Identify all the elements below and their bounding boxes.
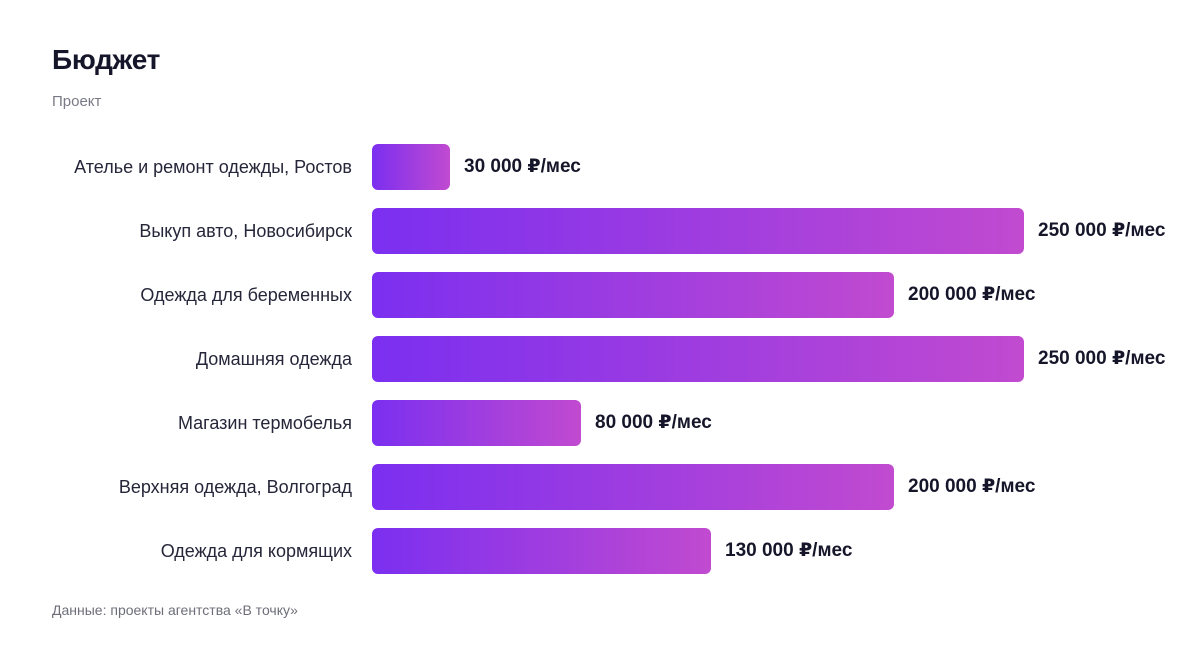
- data-source-note: Данные: проекты агентства «В точку»: [52, 602, 298, 618]
- category-label: Одежда для кормящих: [160, 541, 352, 561]
- bar-row: Одежда для кормящих 130 000 ₽/мес: [0, 528, 1200, 574]
- category-label: Ателье и ремонт одежды, Ростов: [74, 157, 352, 177]
- bar: [372, 528, 711, 574]
- value-label: 80 000 ₽/мес: [595, 412, 712, 433]
- category-label: Одежда для беременных: [140, 285, 352, 305]
- category-label: Магазин термобелья: [177, 413, 352, 433]
- bar-row: Выкуп авто, Новосибирск 250 000 ₽/мес: [0, 208, 1200, 254]
- value-label: 250 000 ₽/мес: [1038, 220, 1166, 241]
- chart-subtitle: Проект: [52, 93, 102, 110]
- value-label: 200 000 ₽/мес: [908, 476, 1036, 497]
- bar: [372, 208, 1024, 254]
- bar-row: Ателье и ремонт одежды, Ростов 30 000 ₽/м…: [0, 144, 1200, 190]
- value-label: 130 000 ₽/мес: [725, 540, 853, 561]
- bar: [372, 336, 1024, 382]
- bar: [372, 400, 581, 446]
- bar-row: Одежда для беременных 200 000 ₽/мес: [0, 272, 1200, 318]
- bar: [372, 464, 894, 510]
- bar-row: Магазин термобелья 80 000 ₽/мес: [0, 400, 1200, 446]
- value-label: 200 000 ₽/мес: [908, 284, 1036, 305]
- value-label: 250 000 ₽/мес: [1038, 348, 1166, 369]
- bar-row: Верхняя одежда, Волгоград 200 000 ₽/мес: [0, 464, 1200, 510]
- value-label: 30 000 ₽/мес: [464, 156, 581, 177]
- bar: [372, 144, 450, 190]
- category-label: Домашняя одежда: [195, 349, 352, 369]
- chart-title: Бюджет: [52, 44, 161, 75]
- bar: [372, 272, 894, 318]
- category-label: Верхняя одежда, Волгоград: [118, 477, 352, 497]
- category-label: Выкуп авто, Новосибирск: [139, 221, 352, 241]
- bar-row: Домашняя одежда 250 000 ₽/мес: [0, 336, 1200, 382]
